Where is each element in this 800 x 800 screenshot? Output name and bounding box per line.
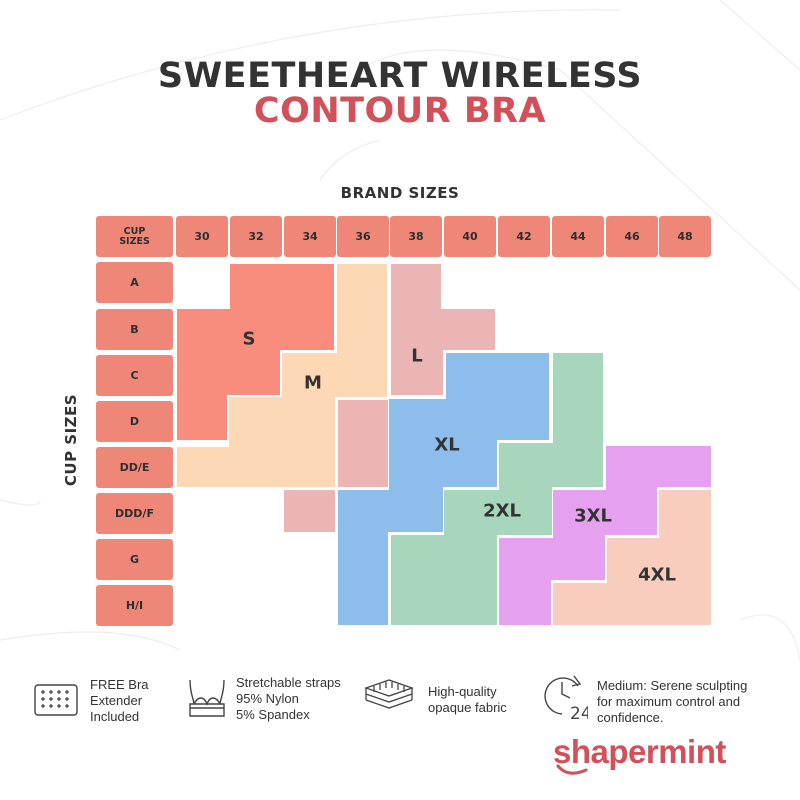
cup-sizes-axis-label: CUP SIZES	[62, 393, 80, 487]
cup-size-cell: B	[96, 309, 173, 350]
header-corner-cell: CUP SIZES	[96, 216, 173, 257]
band-size-cell: 44	[552, 216, 604, 257]
size-zone-label-s: S	[242, 328, 256, 350]
size-zone-label-l: L	[411, 345, 423, 367]
band-size-cell: 42	[498, 216, 550, 257]
logo-swoosh-icon	[556, 764, 588, 775]
clock-24-icon: 24	[544, 675, 588, 722]
size-zone-label-4xl: 4XL	[638, 564, 676, 586]
bra-extender-icon	[34, 684, 78, 716]
band-size-cell: 40	[444, 216, 496, 257]
size-zone-label-2xl: 2XL	[483, 500, 521, 522]
svg-text:24: 24	[570, 704, 588, 722]
band-size-cell: 30	[176, 216, 228, 257]
cup-size-cell: D	[96, 401, 173, 442]
band-size-cell: 36	[337, 216, 389, 257]
cup-size-cell: A	[96, 262, 173, 303]
cup-size-cell: G	[96, 539, 173, 580]
title-line-2: CONTOUR BRA	[253, 91, 547, 131]
cup-size-cell: DDD/F	[96, 493, 173, 534]
feature-text-extender: FREE Bra Extender Included	[90, 677, 149, 724]
fabric-layers-icon	[364, 679, 414, 709]
size-zone-label-3xl: 3XL	[574, 505, 612, 527]
feature-text-straps: Stretchable straps 95% Nylon 5% Spandex	[236, 675, 341, 722]
band-size-cell: 34	[284, 216, 336, 257]
feature-text-compression: Medium: Serene sculpting for maximum con…	[597, 678, 748, 725]
band-size-cell: 48	[659, 216, 711, 257]
feature-text-fabric: High-quality opaque fabric	[428, 684, 507, 715]
band-size-cell: 38	[390, 216, 442, 257]
size-zone-label-m: M	[304, 372, 322, 394]
cup-size-cell: DD/E	[96, 447, 173, 488]
size-zone-label-xl: XL	[434, 434, 460, 456]
cup-size-cell: C	[96, 355, 173, 396]
band-size-cell: 46	[606, 216, 658, 257]
shapermint-logo[interactable]: shapermint	[553, 733, 726, 770]
bra-straps-icon	[189, 679, 225, 717]
title-line-1: SWEETHEART WIRELESS	[157, 56, 643, 96]
brand-sizes-label: BRAND SIZES	[340, 184, 460, 202]
band-size-cell: 32	[230, 216, 282, 257]
cup-size-cell: H/I	[96, 585, 173, 626]
